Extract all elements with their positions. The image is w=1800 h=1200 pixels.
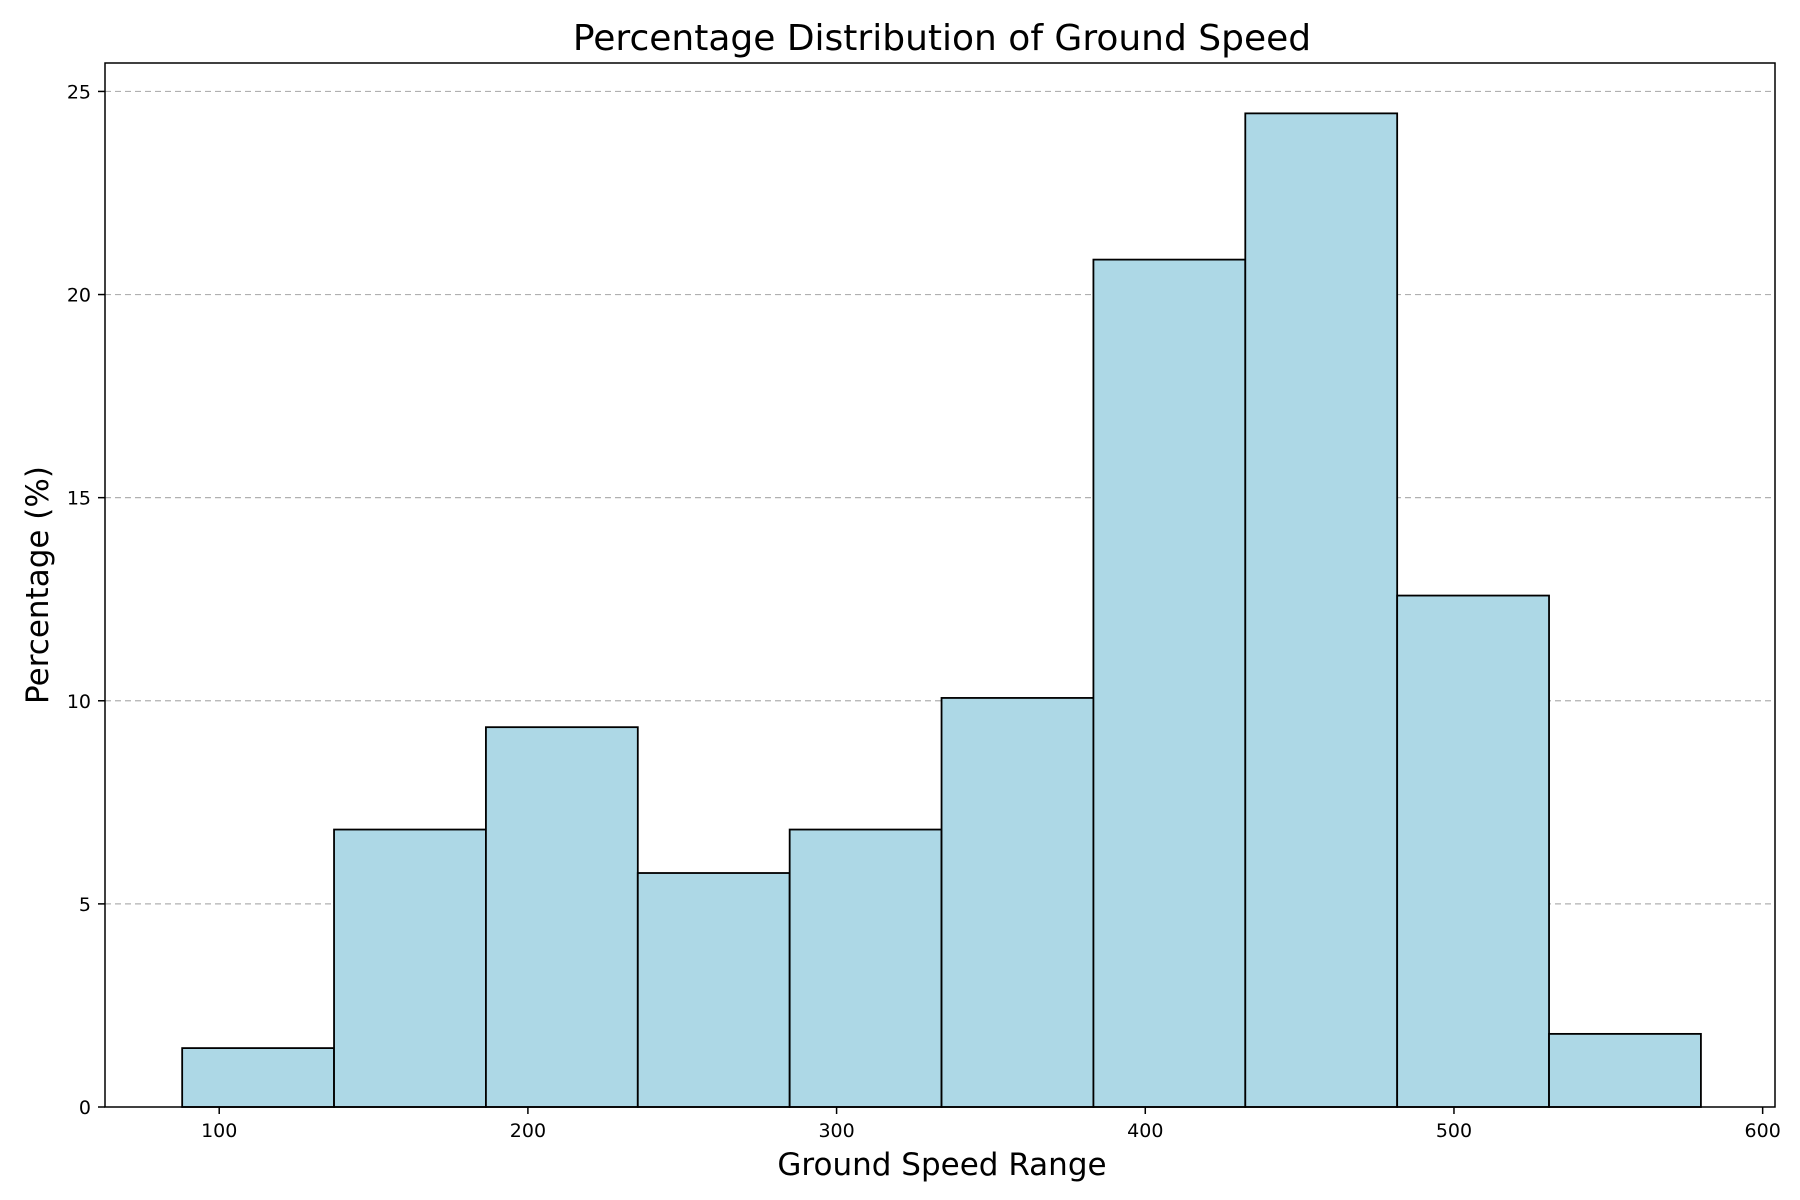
y-axis-ticks: 0 5 10 15 20 25 xyxy=(67,81,105,1119)
histogram-bar xyxy=(1092,258,1247,1108)
histogram-bar xyxy=(1548,1032,1702,1108)
histogram-bar xyxy=(485,726,639,1108)
histogram-bar xyxy=(181,1047,335,1108)
x-tick-label: 200 xyxy=(510,1120,546,1142)
histogram-bar xyxy=(1244,112,1399,1108)
x-tick-label: 400 xyxy=(1127,1120,1163,1142)
histogram-bar xyxy=(940,697,1095,1108)
y-axis-label: Percentage (%) xyxy=(20,466,56,704)
histogram-bar xyxy=(1396,594,1550,1108)
y-tick-label: 0 xyxy=(79,1097,91,1119)
x-tick-label: 500 xyxy=(1436,1120,1472,1142)
x-tick-label: 600 xyxy=(1745,1120,1781,1142)
x-tick-label: 100 xyxy=(201,1120,237,1142)
y-tick-label: 25 xyxy=(67,81,91,103)
histogram-bar xyxy=(636,872,791,1108)
y-tick-label: 15 xyxy=(67,488,91,510)
plot-frame xyxy=(104,62,1776,1108)
y-tick-label: 20 xyxy=(67,285,91,307)
histogram-bar xyxy=(333,828,487,1108)
x-tick-label: 300 xyxy=(818,1120,854,1142)
y-tick-label: 5 xyxy=(79,894,91,916)
chart-title: Percentage Distribution of Ground Speed xyxy=(573,18,1311,59)
bars xyxy=(181,112,1702,1108)
x-axis-label: Ground Speed Range xyxy=(777,1147,1106,1183)
histogram-bar xyxy=(788,828,943,1108)
y-tick-label: 10 xyxy=(67,691,91,713)
x-axis-ticks: 100 200 300 400 500 600 xyxy=(201,1107,1781,1142)
